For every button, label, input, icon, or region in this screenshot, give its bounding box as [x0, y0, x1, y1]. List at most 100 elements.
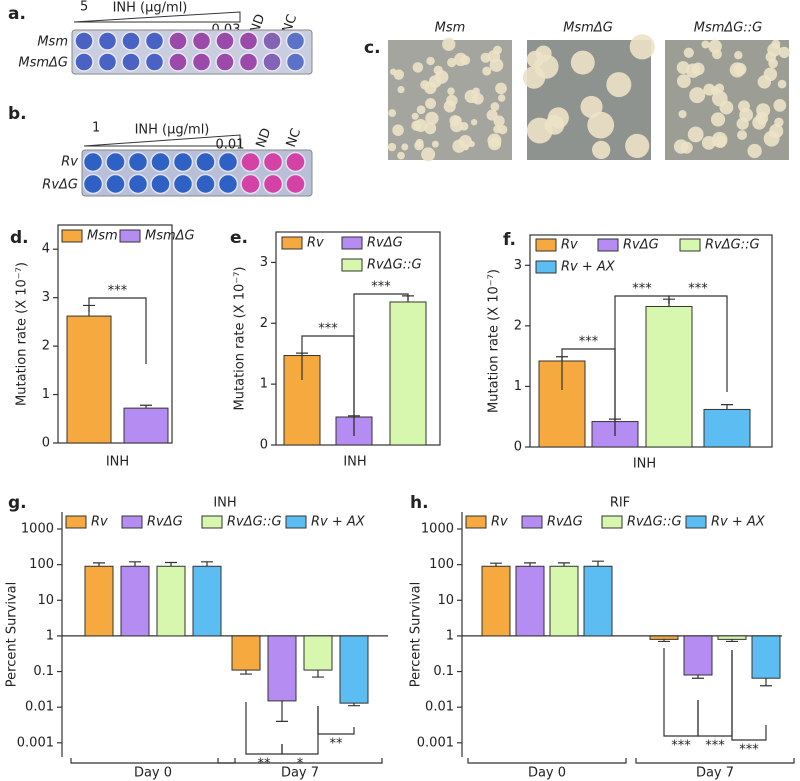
legend-label: RvΔG::G	[705, 238, 760, 253]
well	[144, 31, 165, 51]
well	[262, 151, 284, 173]
y-tick-label: 1	[42, 387, 50, 402]
legend-swatch	[601, 515, 623, 529]
x-tick-label: Day 0	[134, 766, 172, 781]
error-bar	[592, 560, 604, 567]
y-tick-label: 0	[514, 440, 522, 455]
well	[168, 52, 188, 72]
colony	[737, 130, 747, 140]
colony	[678, 110, 687, 119]
well	[240, 173, 261, 195]
significance-bracket	[353, 293, 409, 436]
colony	[676, 74, 691, 88]
legend-label: RvΔG	[367, 236, 403, 251]
bar	[683, 635, 713, 676]
y-axis-label: Percent Survival	[5, 582, 20, 687]
bar	[717, 635, 747, 640]
colony	[570, 50, 595, 75]
colony	[424, 81, 437, 95]
y-axis-label: Mutation rate (X 10⁻⁷)	[15, 262, 30, 406]
well	[172, 173, 194, 195]
well	[82, 173, 104, 195]
legend-label: RvΔG	[147, 515, 183, 530]
colony	[756, 103, 771, 118]
colony	[487, 133, 502, 148]
colony	[777, 79, 787, 89]
conc-high: 1	[92, 121, 100, 136]
bar	[389, 301, 427, 446]
legend-label: RvΔG::G	[367, 258, 422, 273]
y-tick-label: 0	[260, 438, 268, 453]
colony	[447, 57, 457, 68]
legend-swatch	[341, 258, 363, 272]
bar	[66, 315, 112, 444]
well	[285, 173, 306, 195]
conc-high: 5	[80, 0, 88, 15]
bar	[515, 565, 545, 637]
significance-label: ***	[371, 280, 391, 295]
colony	[497, 94, 506, 102]
colony	[687, 126, 704, 143]
colony	[711, 90, 728, 107]
y-tick-label: 0.001	[417, 735, 454, 750]
error-bar	[240, 670, 252, 675]
error-bar	[312, 670, 324, 678]
error-bar	[524, 562, 536, 567]
y-tick-label: 2	[260, 316, 268, 331]
bar	[583, 565, 613, 637]
legend-swatch	[65, 515, 87, 529]
well	[238, 31, 259, 51]
colony	[425, 98, 437, 110]
y-tick-label: 0.001	[17, 735, 54, 750]
colony	[691, 62, 705, 76]
significance-bracket	[88, 297, 147, 364]
panel-label: g.	[8, 493, 27, 513]
bar	[481, 565, 511, 637]
colony	[747, 143, 762, 159]
colony	[489, 58, 504, 72]
colony	[625, 133, 650, 159]
legend-label: Rv	[491, 515, 508, 530]
well	[285, 31, 306, 51]
wells	[82, 151, 306, 195]
legend-swatch	[285, 515, 307, 529]
well	[191, 31, 212, 51]
x-tick-label: Day 0	[528, 766, 566, 781]
colony	[767, 43, 781, 57]
colony	[534, 54, 559, 79]
well	[121, 52, 141, 72]
colony	[773, 99, 787, 112]
category-bracket	[217, 758, 383, 764]
colony	[472, 87, 480, 96]
bar	[751, 635, 781, 679]
well	[168, 31, 188, 51]
x-tick-label: Day 7	[281, 766, 319, 781]
error-bar	[760, 678, 772, 687]
y-tick-label: 3	[514, 258, 522, 273]
nc-label: NC	[284, 127, 305, 150]
significance-bracket	[281, 706, 319, 755]
legend-swatch	[121, 515, 143, 529]
bar	[192, 565, 222, 637]
significance-label: ***	[632, 282, 652, 297]
panel-label: e.	[230, 228, 248, 248]
y-tick-label: 3	[42, 290, 50, 305]
y-tick-label: 1	[46, 628, 54, 643]
colony	[431, 140, 439, 148]
colony	[629, 34, 655, 60]
colony	[387, 142, 397, 152]
y-tick-label: 0.1	[33, 664, 54, 679]
well	[262, 31, 282, 51]
well	[262, 173, 284, 195]
error-bar	[558, 562, 570, 567]
bar	[549, 565, 579, 637]
well	[215, 52, 235, 72]
well	[195, 151, 216, 173]
colony	[714, 135, 727, 148]
colony	[388, 109, 397, 118]
colony	[486, 109, 498, 121]
well	[191, 52, 212, 72]
colony	[757, 75, 772, 89]
well	[74, 52, 94, 72]
colony	[392, 124, 404, 136]
